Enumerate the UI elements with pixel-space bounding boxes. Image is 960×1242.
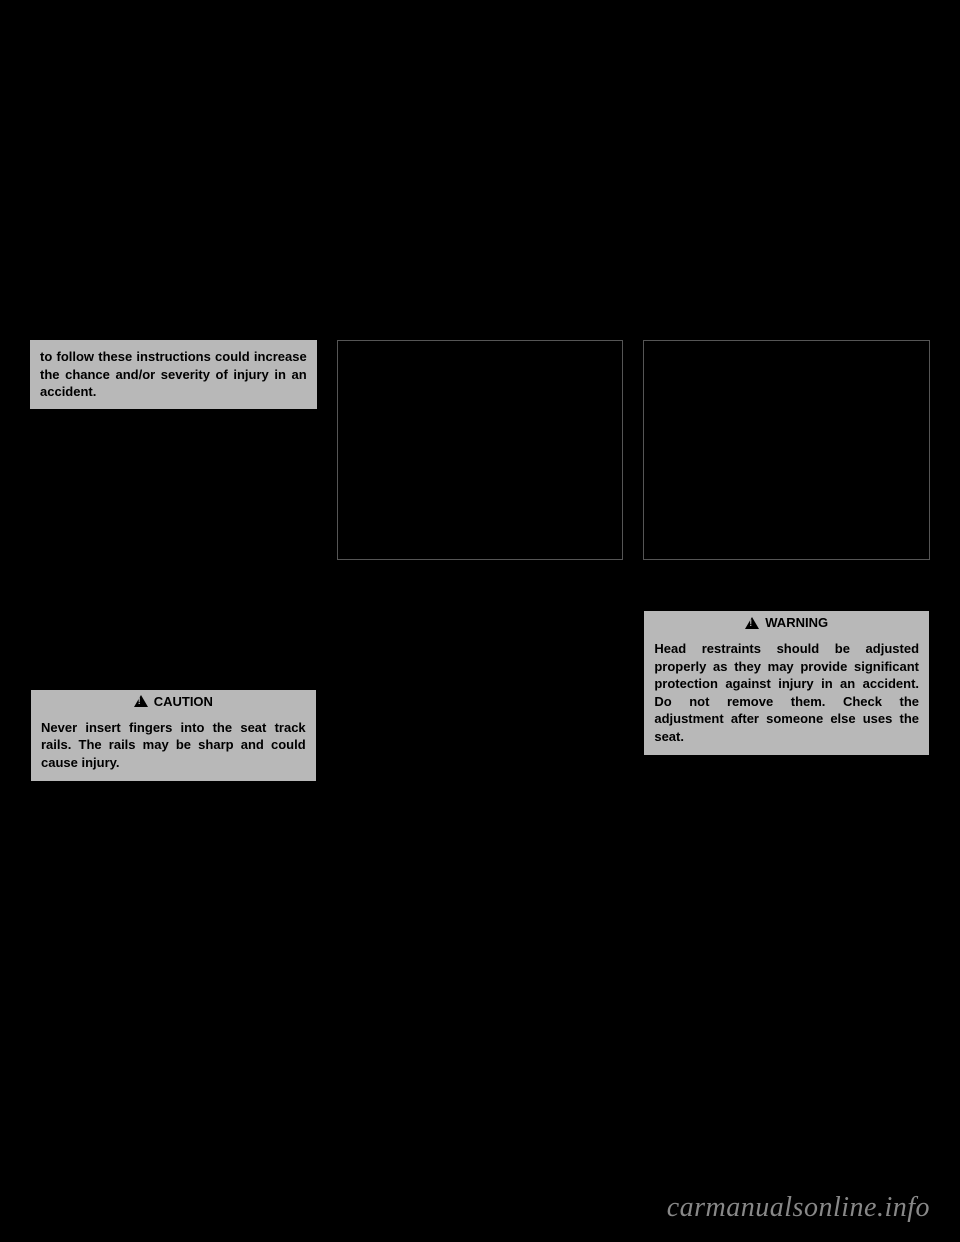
manual-page-content: to follow these instructions could incre…	[30, 340, 930, 782]
watermark-text: carmanualsonline.info	[667, 1192, 930, 1224]
column-3: WARNING Head restraints should be adjust…	[643, 340, 930, 782]
continuation-warning-text: to follow these instructions could incre…	[30, 340, 317, 409]
warning-body-text: Head restraints should be adjusted prope…	[644, 634, 929, 755]
warning-header-text: WARNING	[765, 615, 828, 630]
caution-box: CAUTION Never insert fingers into the se…	[30, 689, 317, 783]
warning-box: WARNING Head restraints should be adjust…	[643, 610, 930, 756]
column-2	[337, 340, 624, 782]
caution-icon	[134, 695, 148, 707]
caution-header-text: CAUTION	[154, 694, 213, 709]
warning-icon	[745, 617, 759, 629]
warning-header: WARNING	[644, 611, 929, 634]
column-1: to follow these instructions could incre…	[30, 340, 317, 782]
caution-header: CAUTION	[31, 690, 316, 713]
illustration-placeholder-1	[337, 340, 624, 560]
illustration-placeholder-2	[643, 340, 930, 560]
caution-body-text: Never insert fingers into the seat track…	[31, 713, 316, 782]
